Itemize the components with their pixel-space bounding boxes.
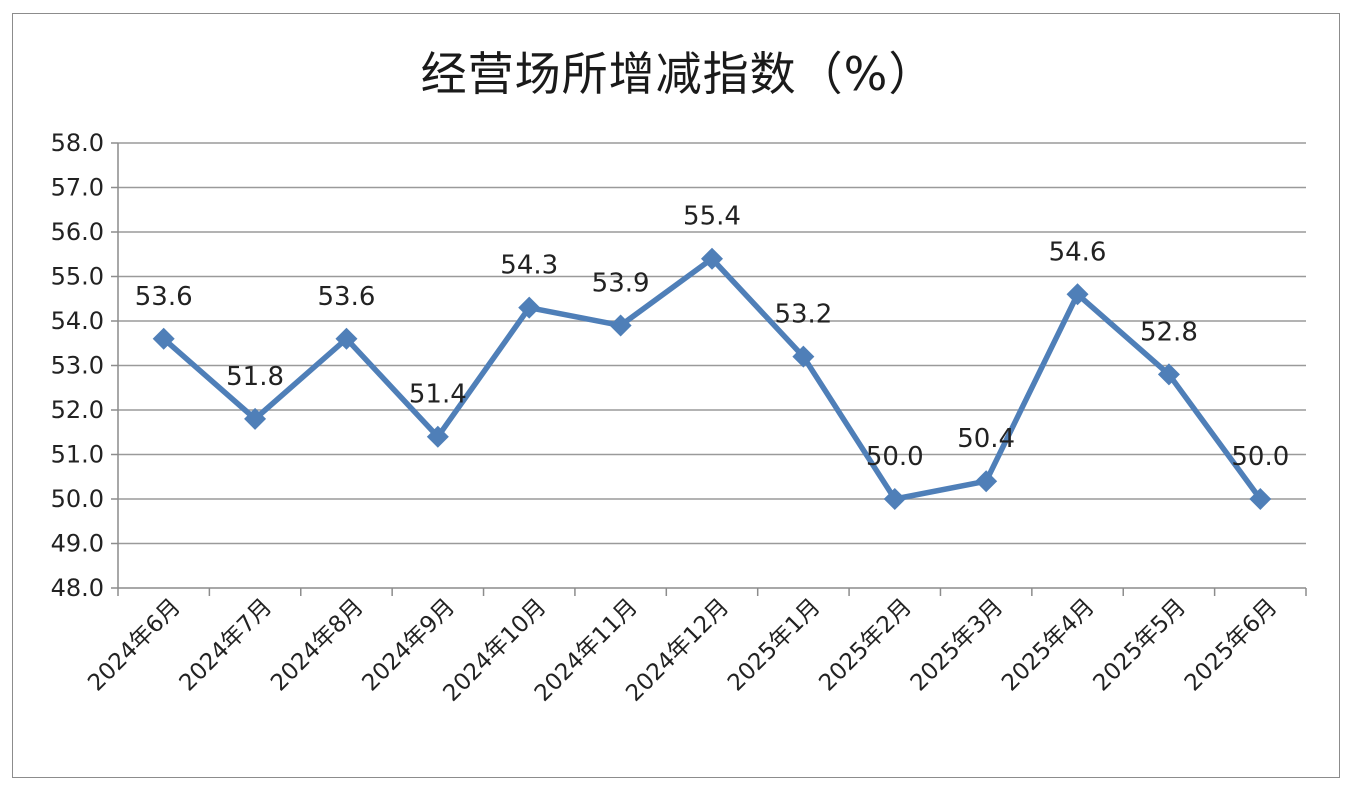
data-point-marker xyxy=(609,314,632,337)
data-point-marker xyxy=(883,488,906,510)
y-tick-label: 52.0 xyxy=(51,396,104,424)
data-point-marker xyxy=(1157,363,1180,386)
x-tick-label: 2025年4月 xyxy=(997,594,1100,697)
data-label: 55.4 xyxy=(683,202,741,232)
data-label: 53.6 xyxy=(318,282,376,312)
x-tick-label: 2025年6月 xyxy=(1180,594,1283,697)
data-point-marker xyxy=(1249,488,1272,510)
data-label: 54.6 xyxy=(1049,237,1107,267)
y-tick-label: 53.0 xyxy=(51,352,104,380)
y-tick-label: 58.0 xyxy=(51,129,104,157)
x-tick-labels: 2024年6月2024年7月2024年8月2024年9月2024年10月2024… xyxy=(83,594,1282,707)
data-label: 50.4 xyxy=(957,424,1015,454)
axes xyxy=(111,142,1307,596)
data-point-marker xyxy=(152,327,175,350)
data-labels: 53.6 51.8 53.6 51.4 54.3 53.9 55.4 53.2 50.0 50.4… xyxy=(135,202,1290,472)
data-label: 53.9 xyxy=(592,268,650,298)
x-tick-label: 2024年6月 xyxy=(83,594,186,697)
data-point-marker xyxy=(244,407,267,430)
data-label: 53.6 xyxy=(135,282,193,312)
y-tick-label: 48.0 xyxy=(51,574,104,602)
x-tick-label: 2025年3月 xyxy=(906,594,1009,697)
chart-frame xyxy=(12,13,1340,778)
y-tick-labels: 48.0 49.0 50.0 51.0 52.0 53.0 54.0 55.0 56.0 57.0… xyxy=(51,129,104,602)
data-point-marker xyxy=(975,470,998,493)
data-point-marker xyxy=(518,296,541,319)
y-tick-label: 49.0 xyxy=(51,530,104,558)
y-tick-label: 54.0 xyxy=(51,307,104,335)
data-label: 51.4 xyxy=(409,380,467,410)
x-tick-label: 2024年8月 xyxy=(266,594,369,697)
data-label: 52.8 xyxy=(1140,317,1198,347)
chart-title: 经营场所增减指数（%） xyxy=(420,47,936,101)
data-point-marker xyxy=(792,345,815,368)
y-tick-label: 50.0 xyxy=(51,485,104,513)
data-label: 50.0 xyxy=(1231,442,1289,472)
x-tick-label: 2024年7月 xyxy=(175,594,278,697)
data-label: 51.8 xyxy=(226,362,284,392)
y-tick-label: 51.0 xyxy=(51,441,104,469)
x-tick-label: 2025年2月 xyxy=(814,594,917,697)
data-label: 54.3 xyxy=(500,251,558,281)
data-point-marker xyxy=(335,327,358,350)
data-label: 53.2 xyxy=(774,300,832,330)
y-tick-label: 55.0 xyxy=(51,263,104,291)
y-tick-label: 56.0 xyxy=(51,218,104,246)
data-point-marker xyxy=(426,425,449,448)
data-point-marker xyxy=(701,247,723,270)
x-tick-label: 2025年1月 xyxy=(723,594,826,697)
data-markers xyxy=(152,247,1272,510)
y-tick-label: 57.0 xyxy=(51,174,104,202)
x-tick-label: 2025年5月 xyxy=(1089,594,1192,697)
data-label: 50.0 xyxy=(866,442,924,472)
data-point-marker xyxy=(1066,283,1089,306)
